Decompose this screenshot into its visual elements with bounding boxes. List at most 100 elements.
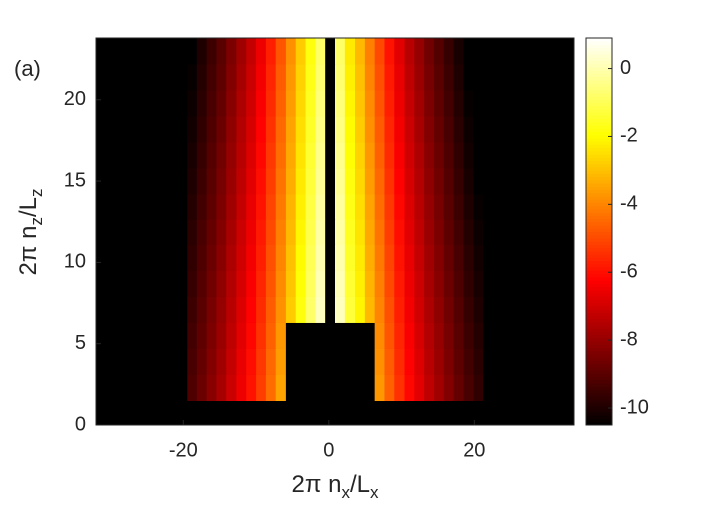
heat-cell — [364, 168, 376, 195]
colorbar-swatch — [586, 354, 612, 358]
heat-cell — [404, 38, 415, 65]
heat-cell — [275, 348, 287, 375]
heat-cell — [463, 296, 474, 323]
heat-cell — [275, 116, 287, 143]
heat-cell — [364, 90, 376, 117]
heat-cell — [325, 168, 336, 195]
heat-cell — [404, 296, 415, 323]
heat-cell — [196, 296, 207, 323]
heat-cell — [295, 348, 306, 375]
heat-cell — [374, 38, 385, 65]
heat-cell — [394, 244, 405, 271]
heat-cell — [315, 142, 326, 169]
heat-cell — [315, 322, 326, 349]
heat-cell — [226, 374, 237, 402]
heat-cell — [453, 322, 464, 349]
colorbar-swatch — [586, 350, 612, 355]
heat-cell — [295, 64, 306, 91]
heat-cell — [216, 90, 227, 117]
colorbar-swatch — [586, 79, 612, 84]
heat-cell — [473, 296, 484, 323]
heat-cell — [414, 348, 425, 375]
heat-cell — [404, 168, 415, 195]
heat-cell — [335, 90, 346, 117]
colorbar-swatch — [586, 299, 612, 303]
heat-cell — [216, 116, 227, 143]
label-sub: z — [27, 189, 46, 198]
colorbar-tick-label: -4 — [620, 193, 638, 215]
heat-cell — [424, 168, 435, 195]
heat-cell — [187, 168, 198, 195]
heat-cell — [453, 142, 464, 169]
heat-cell — [256, 270, 267, 297]
colorbar-swatch — [586, 176, 612, 181]
heat-cell — [344, 90, 356, 117]
y-tick-label: 15 — [64, 169, 86, 191]
heat-cell — [414, 90, 425, 117]
colorbar-swatch — [586, 383, 612, 387]
heat-cell — [226, 90, 237, 117]
heat-cell — [433, 219, 445, 245]
colorbar-swatch — [586, 402, 612, 407]
heat-cell — [463, 194, 474, 220]
heat-cell — [404, 244, 415, 271]
heat-cell — [187, 270, 198, 297]
colorbar-swatch — [586, 54, 612, 58]
y-tick-label: 20 — [64, 88, 86, 110]
heat-cell — [285, 244, 297, 271]
heat-cell — [463, 116, 474, 143]
label-part: /L — [15, 197, 42, 217]
heat-cell — [216, 244, 227, 271]
heat-cell — [216, 348, 227, 375]
heat-cell — [206, 322, 217, 349]
heat-cell — [394, 322, 405, 349]
heat-cell — [414, 38, 425, 65]
heat-cell — [344, 116, 356, 143]
heat-cell — [187, 142, 198, 169]
heat-cell — [275, 142, 287, 169]
heat-cell — [196, 168, 207, 195]
heat-cell — [424, 219, 435, 245]
heat-cell — [285, 219, 297, 245]
heat-cell — [315, 90, 326, 117]
heat-cell — [206, 64, 217, 91]
colorbar-swatch — [586, 360, 612, 365]
heat-cell — [384, 322, 395, 349]
heat-cell — [433, 168, 445, 195]
heat-cell — [285, 322, 297, 349]
heat-cell — [424, 244, 435, 271]
heat-cell — [305, 374, 316, 402]
heat-cell — [374, 296, 385, 323]
heat-cell — [394, 90, 405, 117]
heat-cell — [256, 374, 267, 402]
heat-cell — [453, 244, 464, 271]
colorbar-swatch — [586, 376, 612, 381]
heat-cell — [256, 64, 267, 91]
heat-cell — [424, 322, 435, 349]
heat-cell — [305, 142, 316, 169]
heat-cell — [335, 296, 346, 323]
heat-cell — [216, 219, 227, 245]
heat-cell — [335, 38, 346, 65]
heat-cell — [453, 348, 464, 375]
heat-cell — [424, 194, 435, 220]
heat-cell — [443, 64, 454, 91]
label-sub: x — [341, 483, 350, 502]
colorbar-swatch — [586, 38, 612, 42]
heat-cell — [473, 322, 484, 349]
heat-cell — [256, 116, 267, 143]
colorbar-swatch — [586, 73, 612, 78]
heat-cell — [216, 142, 227, 169]
heat-cell — [374, 116, 385, 143]
heat-cell — [463, 64, 474, 91]
heat-cell — [364, 244, 376, 271]
colorbar-swatch — [586, 289, 612, 294]
colorbar-tick-label: -2 — [620, 125, 638, 147]
heat-cell — [206, 296, 217, 323]
heat-cell — [275, 270, 287, 297]
heat-cell — [404, 374, 415, 402]
heat-cell — [206, 270, 217, 297]
heat-cell — [216, 322, 227, 349]
heat-cell — [463, 219, 474, 245]
heat-cell — [404, 116, 415, 143]
